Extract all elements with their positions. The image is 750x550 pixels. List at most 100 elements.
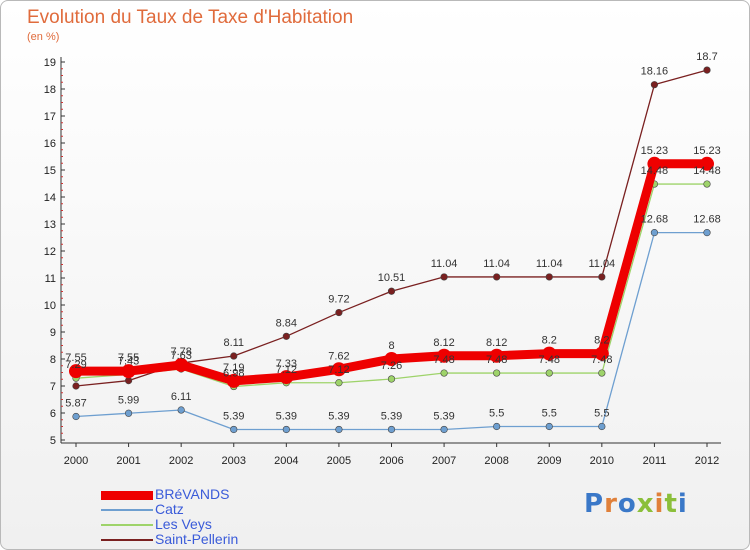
- data-point: [594, 346, 609, 361]
- data-point: [545, 369, 553, 377]
- legend-item: BRéVANDS: [101, 486, 401, 502]
- data-point: [440, 273, 448, 281]
- data-point: [124, 409, 133, 417]
- data-label: 11.04: [431, 258, 458, 270]
- data-point: [230, 352, 238, 360]
- legend-item: Les Veys: [101, 516, 401, 532]
- y-tick-label: 17: [44, 111, 56, 123]
- data-point: [72, 412, 80, 421]
- data-label: 7.78: [170, 346, 191, 358]
- data-labels: 7.55 7.55 7.78 7.19 7.33 7.62 8 8.12 8.12 8.2 8.2 1…: [65, 51, 720, 422]
- data-label: 5.39: [381, 410, 402, 422]
- data-point: [387, 287, 396, 295]
- data-point: [230, 425, 238, 434]
- legend-swatch: [101, 509, 153, 511]
- y-tick-label: 18: [44, 84, 56, 96]
- data-label: 10.51: [378, 272, 406, 284]
- data-label: 18.16: [641, 66, 669, 78]
- data-point: [700, 156, 714, 171]
- y-tick-label: 5: [50, 435, 56, 447]
- data-label: 11.04: [483, 258, 510, 270]
- data-point: [440, 369, 448, 377]
- data-label: 5.99: [118, 394, 139, 406]
- data-point: [384, 352, 399, 366]
- legend-label: Les Veys: [155, 516, 212, 532]
- y-tick-label: 13: [44, 219, 56, 231]
- data-point: [331, 362, 346, 377]
- data-label: 7.43: [118, 355, 139, 367]
- data-label: 7.19: [223, 362, 244, 374]
- legend-label: Catz: [155, 501, 184, 517]
- x-tick-label: 2012: [695, 455, 719, 467]
- data-point: [650, 229, 659, 237]
- data-point: [335, 425, 343, 434]
- x-tick-label: 2004: [274, 455, 298, 467]
- data-label: 8.2: [594, 335, 609, 347]
- y-tick-label: 10: [44, 300, 56, 312]
- x-tick-label: 2006: [379, 455, 403, 467]
- data-point: [650, 81, 659, 89]
- data-label: 7.29: [65, 359, 86, 371]
- data-label: 9.72: [328, 294, 349, 306]
- data-point: [387, 375, 396, 383]
- data-label: 5.39: [223, 410, 244, 422]
- data-label: 8.12: [486, 337, 507, 349]
- data-label: 8.12: [433, 337, 454, 349]
- chart-subtitle: (en %): [27, 31, 60, 43]
- data-label: 5.5: [594, 408, 609, 420]
- data-point: [177, 406, 185, 414]
- data-label: 6.98: [223, 368, 244, 380]
- data-label: 12.68: [641, 214, 669, 226]
- chart-title: Evolution du Taux de Taxe d'Habitation: [27, 7, 354, 28]
- legend: BRéVANDS Catz Les Veys Saint-Pellerin: [101, 486, 401, 547]
- y-tick-label: 15: [44, 165, 56, 177]
- data-label: 8.84: [276, 317, 297, 329]
- x-tick-label: 2007: [432, 455, 456, 467]
- data-point: [440, 425, 448, 434]
- axes: 5 6 7 8 9 10 11 12 13 14 15 16 17 18 19 2000 2001 2002 200…: [44, 57, 721, 467]
- data-point: [335, 379, 343, 387]
- x-tick-label: 2009: [537, 455, 561, 467]
- data-label: 7.63: [170, 350, 191, 362]
- data-label: 5.39: [328, 410, 349, 422]
- y-tick-label: 11: [45, 273, 56, 285]
- y-tick-label: 7: [50, 381, 56, 393]
- data-point: [493, 369, 501, 377]
- data-label: 14.48: [693, 165, 721, 177]
- data-point: [703, 180, 711, 188]
- legend-swatch: [101, 524, 153, 526]
- data-label: 15.23: [641, 145, 669, 157]
- data-label: 8.11: [223, 337, 244, 349]
- data-label: 5.87: [65, 398, 86, 410]
- data-label: 8: [388, 340, 394, 352]
- data-point: [282, 332, 290, 340]
- data-point: [282, 425, 290, 434]
- data-point: [121, 364, 136, 379]
- data-label: 7.33: [276, 358, 297, 370]
- data-point: [335, 308, 343, 317]
- y-tick-label: 12: [44, 246, 56, 258]
- data-point: [174, 357, 189, 372]
- data-label: 5.5: [542, 408, 557, 420]
- y-tick-label: 16: [44, 138, 56, 150]
- data-label: 7.55: [65, 352, 86, 364]
- data-label: 5.5: [489, 408, 504, 420]
- data-label: 5.39: [433, 410, 454, 422]
- legend-label: BRéVANDS: [155, 486, 230, 502]
- data-label: 6.11: [171, 391, 192, 403]
- series-lines: [69, 66, 714, 434]
- data-point: [703, 66, 711, 74]
- data-point: [437, 348, 452, 363]
- data-label: 8.2: [542, 335, 557, 347]
- x-tick-label: 2001: [116, 455, 140, 467]
- data-point: [387, 425, 396, 434]
- x-tick-label: 2000: [64, 455, 88, 467]
- data-label: 5.39: [276, 410, 297, 422]
- data-point: [598, 369, 606, 377]
- proxiti-logo: Proxiti: [584, 489, 688, 519]
- data-label: 18.7: [696, 51, 717, 63]
- data-label: 7.48: [433, 354, 454, 366]
- y-tick-label: 14: [44, 192, 56, 204]
